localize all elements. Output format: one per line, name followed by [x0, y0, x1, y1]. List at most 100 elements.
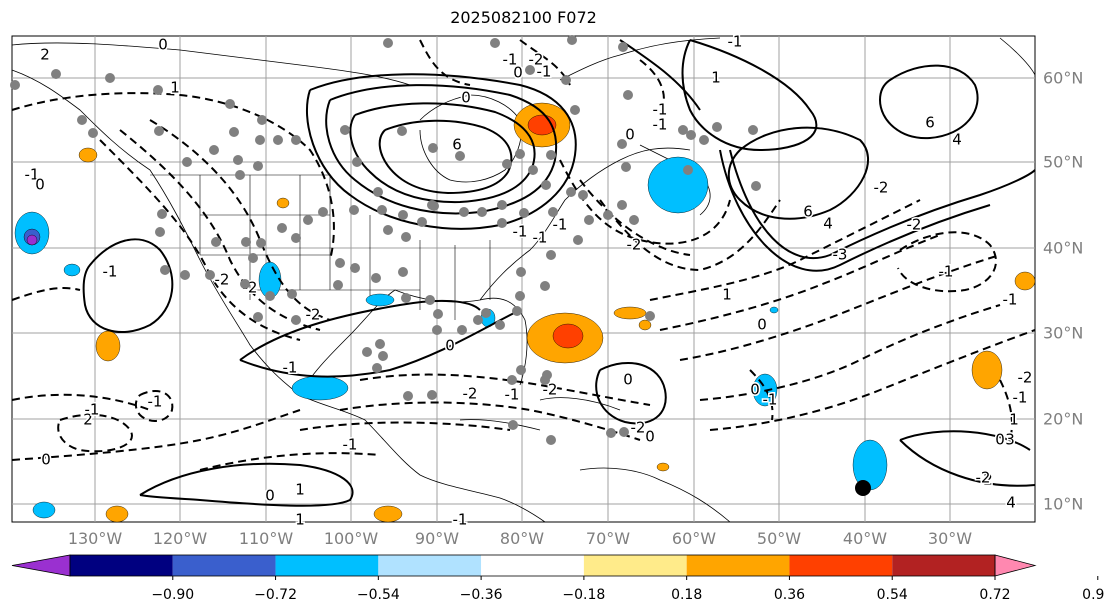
station-dot [541, 180, 551, 190]
station-dot [617, 200, 627, 210]
coastline [539, 397, 621, 411]
station-dot [362, 347, 372, 357]
station-dot [318, 207, 328, 217]
station-dot [508, 420, 518, 430]
latitude-label: 30°N [1043, 323, 1084, 343]
contour-label: -3 [833, 246, 848, 264]
station-dot [182, 157, 192, 167]
contour-dashed [679, 254, 1001, 361]
contour-label: 0 [445, 337, 455, 355]
contour-label: 2 [83, 411, 93, 429]
map-frame [11, 35, 1036, 523]
contour-solid [139, 462, 354, 507]
station-dot [378, 351, 388, 361]
contour-solid [239, 309, 521, 378]
contour-dashed [57, 413, 133, 453]
coastline [459, 419, 541, 431]
contour-label: -1 [553, 216, 568, 234]
contour-label: -2 [463, 385, 478, 403]
station-dot [273, 135, 283, 145]
colorbar-segment [70, 555, 173, 576]
station-dot [603, 210, 613, 220]
station-dot [256, 238, 266, 248]
contour-label: -1 [503, 51, 518, 69]
station-dots [10, 35, 761, 445]
colorbar-tick-label: 0.18 [671, 587, 703, 603]
anomaly-blob [95, 330, 121, 362]
contour-dashed [579, 179, 691, 256]
station-dot [349, 205, 359, 215]
station-dot [621, 162, 631, 172]
station-dot [617, 139, 627, 149]
longitude-label: 50°W [756, 529, 802, 548]
contour-label: -1 [653, 101, 668, 119]
colorbar-segment [378, 555, 482, 576]
contour-label: 0 [750, 381, 760, 399]
contour-dashed [659, 234, 941, 331]
station-dot [459, 207, 469, 217]
longitude-label: 40°W [842, 529, 888, 548]
station-dot [566, 187, 576, 197]
station-dot [432, 325, 442, 335]
station-dot [277, 223, 287, 233]
station-dot [457, 325, 467, 335]
contour-label: -1 [728, 33, 743, 51]
contour-label: 1 [170, 79, 180, 97]
contour-label: -1 [939, 263, 954, 281]
station-dot [748, 125, 758, 135]
contour-label: 0 [35, 176, 45, 194]
station-dot [678, 125, 688, 135]
contour-solid [349, 102, 536, 204]
station-dot [155, 227, 165, 237]
contour-dashed [599, 199, 781, 272]
longitude-label: 130°W [67, 529, 123, 548]
longitude-label: 120°W [152, 529, 208, 548]
station-dot [546, 250, 556, 260]
longitude-label: 30°W [927, 529, 973, 548]
contour-dashed [999, 379, 1013, 441]
station-dot [241, 237, 251, 247]
shaded-anomalies [14, 102, 1036, 523]
contour-label: -2 [529, 51, 544, 69]
contour-dashed [639, 59, 665, 116]
coastline [999, 37, 1036, 76]
station-dot [433, 309, 443, 319]
contour-dashed [699, 304, 1001, 401]
contour-label: -1 [148, 393, 163, 411]
station-dot [287, 289, 297, 299]
contour-dashed [119, 129, 321, 331]
coastline [479, 147, 691, 301]
colorbar-tick-label: −0.18 [562, 587, 606, 603]
contour-label: 6 [803, 203, 813, 221]
contour-solid [719, 149, 991, 272]
colorbar-extend-high [994, 554, 1037, 577]
station-dot [265, 291, 275, 301]
contour-solid [306, 73, 577, 230]
anomaly-blob [552, 323, 584, 349]
contour-label: 1 [722, 286, 732, 304]
station-dot [398, 210, 408, 220]
colorbar-tick-label: 0.90 [1082, 587, 1105, 603]
contour-label: -1 [283, 359, 298, 377]
latitude-label: 10°N [1043, 494, 1084, 514]
station-dot [519, 208, 529, 218]
contour-label: -1 [1013, 389, 1028, 407]
colorbar-segment [892, 555, 995, 576]
station-dot [516, 267, 526, 277]
contour-dashed [559, 159, 731, 245]
station-dot [375, 339, 385, 349]
station-dot [257, 115, 267, 125]
station-dot [515, 149, 525, 159]
station-dot [397, 126, 407, 136]
station-dot [567, 35, 577, 45]
contour-label: -1 [103, 263, 118, 281]
station-dot [372, 363, 382, 373]
station-dot [77, 115, 87, 125]
colorbar-tick-label: −0.72 [254, 587, 297, 603]
station-dot [455, 151, 465, 161]
contour-label: 0 [513, 64, 523, 82]
station-dot [373, 187, 383, 197]
station-dot [477, 207, 487, 217]
contour-dashed [299, 421, 511, 431]
longitude-label: 60°W [671, 529, 717, 548]
